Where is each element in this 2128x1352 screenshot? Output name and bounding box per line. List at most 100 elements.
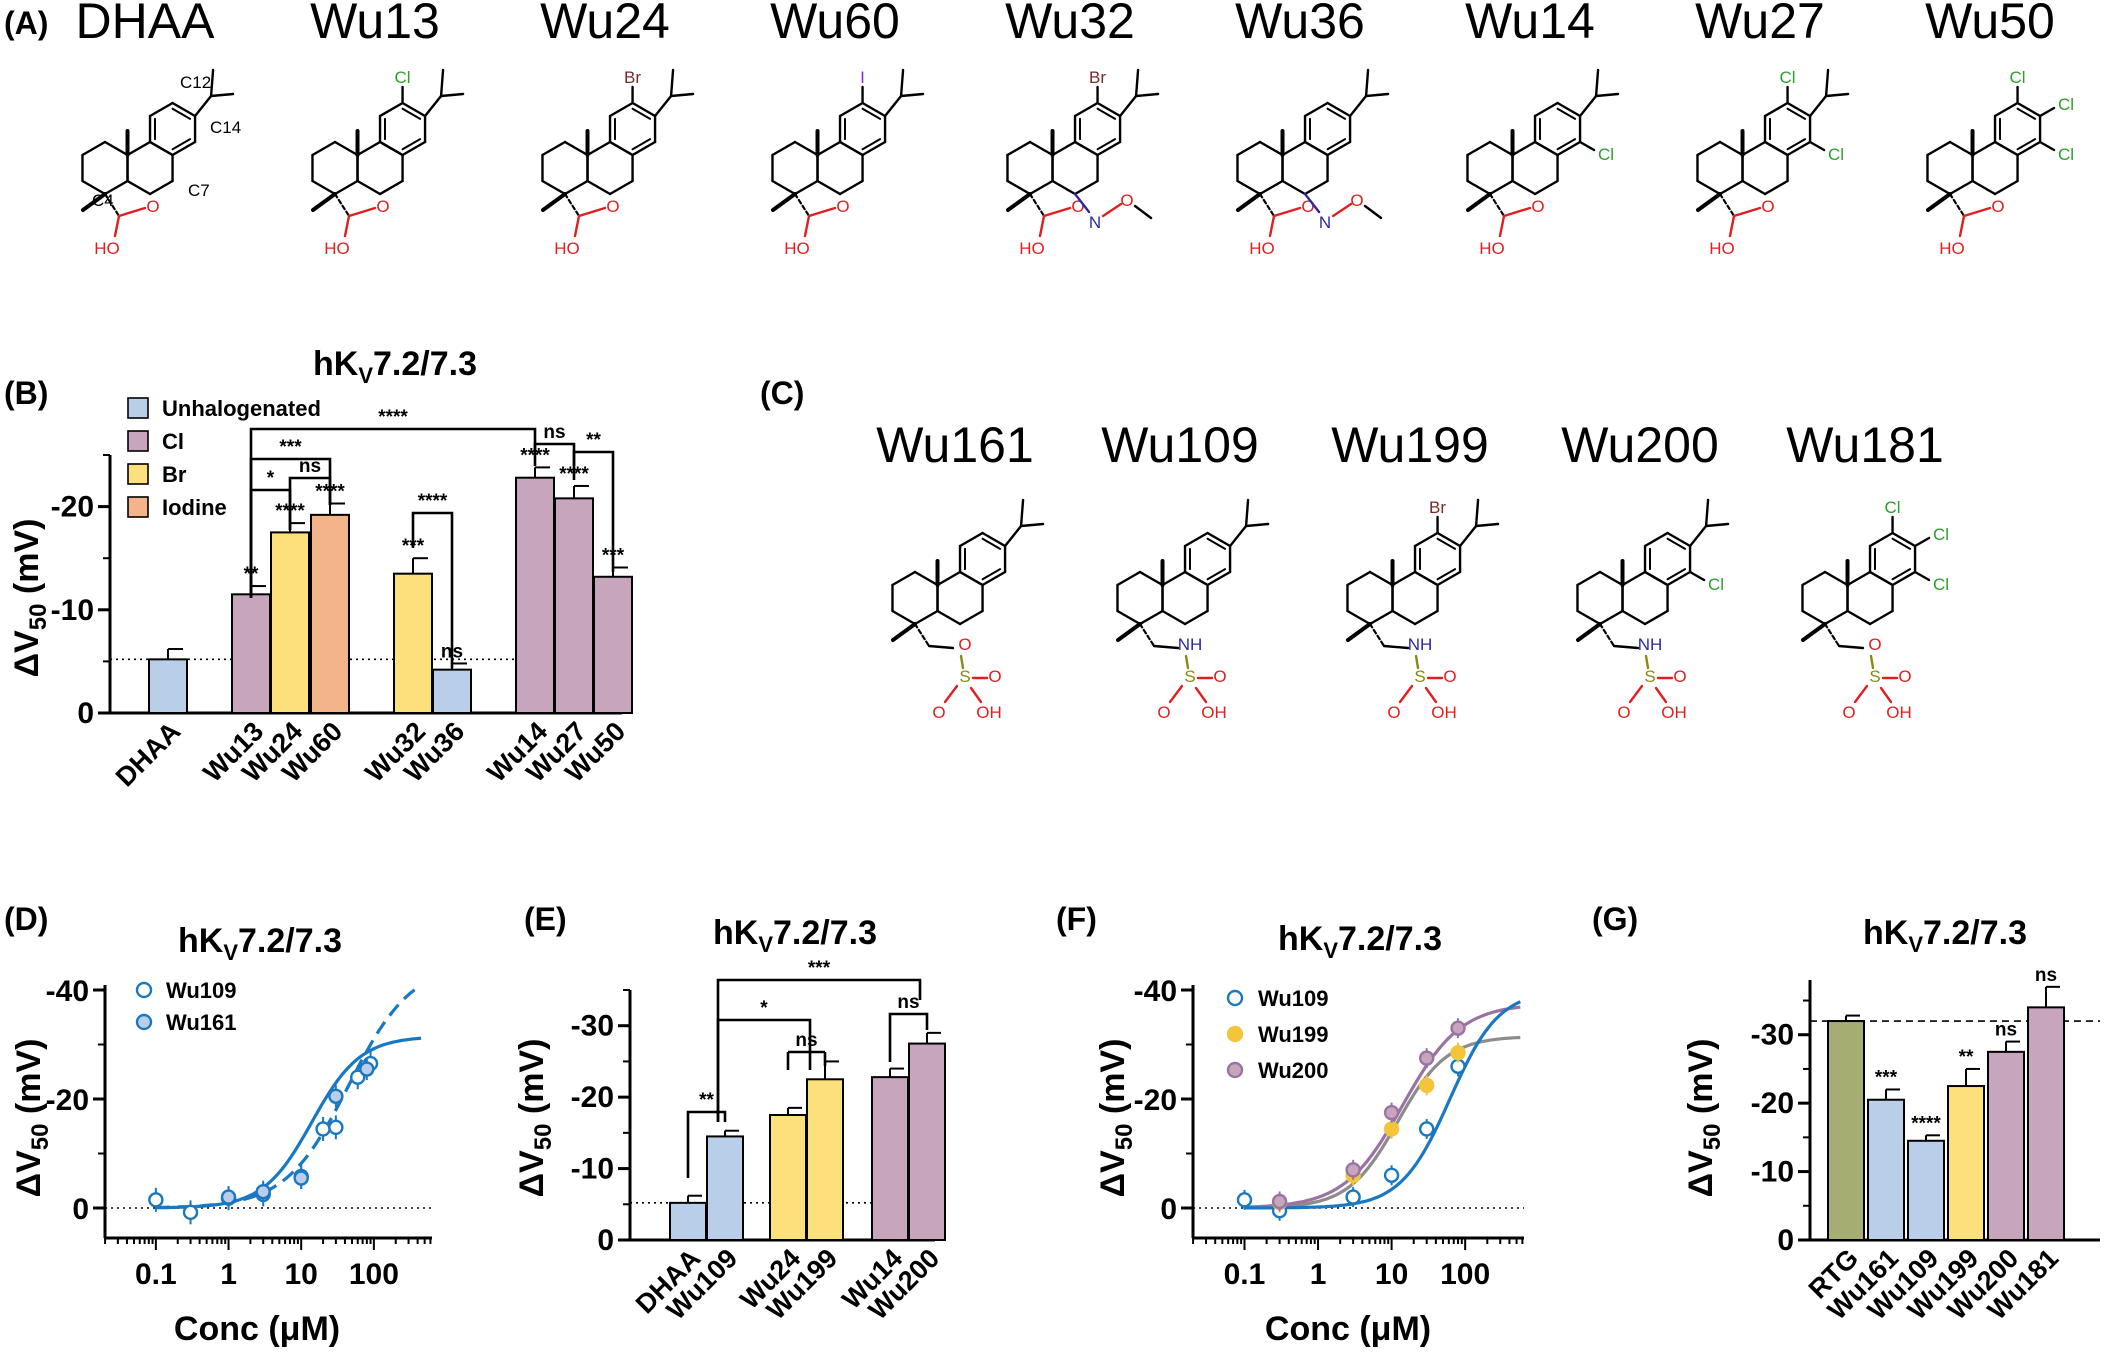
oxygen-label: O	[932, 703, 945, 722]
structure-wu36: O HO NO	[1236, 68, 1390, 258]
y-tick-label: -40	[1134, 975, 1177, 1008]
ring-a-bond	[1926, 140, 1952, 157]
ring-b-bond	[1281, 179, 1307, 196]
isopropyl-bond	[1019, 498, 1025, 528]
ring-c-bond	[608, 101, 634, 118]
ring-a-bond	[1236, 179, 1262, 196]
ring-b-bond	[1621, 570, 1647, 587]
ring-c-bond	[1096, 101, 1122, 118]
isopropyl-bond	[1824, 92, 1850, 98]
bar-wu200	[908, 1042, 946, 1241]
panel-b-ylabel: ΔV50 (mV)	[8, 519, 52, 678]
point-wu109	[182, 1204, 199, 1221]
oxygen-label: O	[1350, 191, 1363, 210]
ring-b-bond	[1051, 140, 1077, 157]
x-tick-label: 0.1	[1224, 1258, 1266, 1291]
ring-a-bond	[1488, 179, 1514, 196]
ring-c-bond	[1436, 531, 1462, 548]
ring-c-bond	[1643, 570, 1669, 587]
aromatic-bond	[401, 107, 422, 120]
ring-b-bond	[1846, 609, 1872, 626]
bar-rtg	[1827, 1020, 1865, 1241]
aromatic-bond	[171, 107, 192, 120]
bar-wu109	[706, 1135, 744, 1242]
ring-a-bond	[541, 179, 567, 196]
ring-b-bond	[1511, 140, 1537, 157]
isopropyl-bond	[1003, 524, 1023, 548]
nitrogen-label: N	[1319, 213, 1331, 232]
hydroxyl-bond	[343, 214, 351, 238]
isopropyl-bond	[1244, 498, 1250, 528]
legend-label-wu109: Wu109	[1258, 986, 1329, 1011]
oxime-bond	[1073, 192, 1091, 214]
x-tick-label: 1	[1310, 1258, 1327, 1291]
ring-c-bond	[1993, 101, 2019, 118]
ring-b-bond	[1511, 179, 1537, 196]
point-wu161	[255, 1183, 271, 1200]
oxygen-label: O	[1387, 703, 1400, 722]
point-wu161	[328, 1088, 344, 1104]
ring-a-bond	[1823, 570, 1849, 587]
methyl-bond	[1696, 192, 1722, 212]
legend-label-cl: Cl	[162, 429, 184, 454]
ring-c-bond	[1436, 570, 1462, 587]
ring-b-bond	[838, 179, 864, 196]
substituent-label: Cl	[1828, 145, 1844, 164]
oxygen-label: O	[1842, 703, 1855, 722]
methyl-bond	[771, 192, 797, 212]
isopropyl-bond	[193, 94, 213, 118]
panel-d-chart: 0 -20 -40 0.1 1 10 100 Wu109 Wu161	[46, 975, 432, 1291]
y-tick-label: -20	[51, 491, 94, 524]
hydroxyl-label: OH	[1201, 703, 1227, 722]
sulfonyl-bond	[1654, 686, 1668, 704]
fit-curve-wu161	[155, 1036, 422, 1210]
isopropyl-bond	[1824, 68, 1830, 98]
hydroxyl-label: OH	[1431, 703, 1457, 722]
hydroxyl-label: HO	[1019, 239, 1045, 258]
bar-dhaa	[669, 1201, 707, 1242]
aromatic-bond	[1206, 568, 1227, 581]
bar-wu24	[769, 1114, 807, 1241]
isopropyl-bond	[1704, 498, 1710, 528]
isopropyl-bond	[439, 92, 465, 98]
ring-b-bond	[1643, 609, 1669, 626]
ring-a-bond	[1346, 570, 1372, 587]
ring-b-bond	[1161, 609, 1187, 626]
ring-b-bond	[126, 140, 152, 157]
legend-label-iodine: Iodine	[162, 495, 227, 520]
ring-c-bond	[981, 570, 1007, 587]
ring-a-bond	[1718, 179, 1744, 196]
sulfonyl-bond	[969, 686, 983, 704]
comparison-label: **	[699, 1090, 714, 1111]
ring-a-bond	[1948, 140, 1974, 157]
fit-curve-wu109	[1244, 1000, 1521, 1210]
oxime-bond	[1133, 204, 1153, 220]
linker-label: O	[1868, 635, 1881, 654]
ring-a-bond	[1466, 179, 1492, 196]
ring-c-bond	[1183, 570, 1209, 587]
tail-bond	[913, 622, 931, 648]
ring-b-bond	[1741, 140, 1767, 157]
sulfonyl-bond	[1869, 654, 1875, 670]
aromatic-bond	[1096, 107, 1117, 120]
ring-b-bond	[1993, 179, 2019, 196]
oxygen-label: O	[1071, 197, 1084, 216]
ring-c-bond	[1183, 531, 1209, 548]
linker-bond	[1152, 644, 1180, 650]
isopropyl-bond	[1688, 524, 1708, 548]
comparison-label: ***	[279, 437, 302, 458]
ring-a-bond	[1576, 609, 1602, 626]
legend-label-unhalogenated: Unhalogenated	[162, 396, 321, 421]
ring-b-bond	[1391, 609, 1417, 626]
ring-b-bond	[1868, 609, 1894, 626]
substituent-bond	[1578, 140, 1596, 152]
ring-a-bond	[1006, 140, 1032, 157]
hydroxyl-label: HO	[1479, 239, 1505, 258]
panel-f-title: hKV7.2/7.3	[1278, 920, 1442, 963]
sulfonyl-bond	[1879, 686, 1893, 704]
ring-a-bond	[1258, 140, 1284, 157]
ring-a-bond	[1006, 179, 1032, 196]
aromatic-bond	[1436, 537, 1457, 550]
significance-label: **	[1959, 1047, 1974, 1068]
significance-label: ns	[1995, 1020, 2017, 1041]
